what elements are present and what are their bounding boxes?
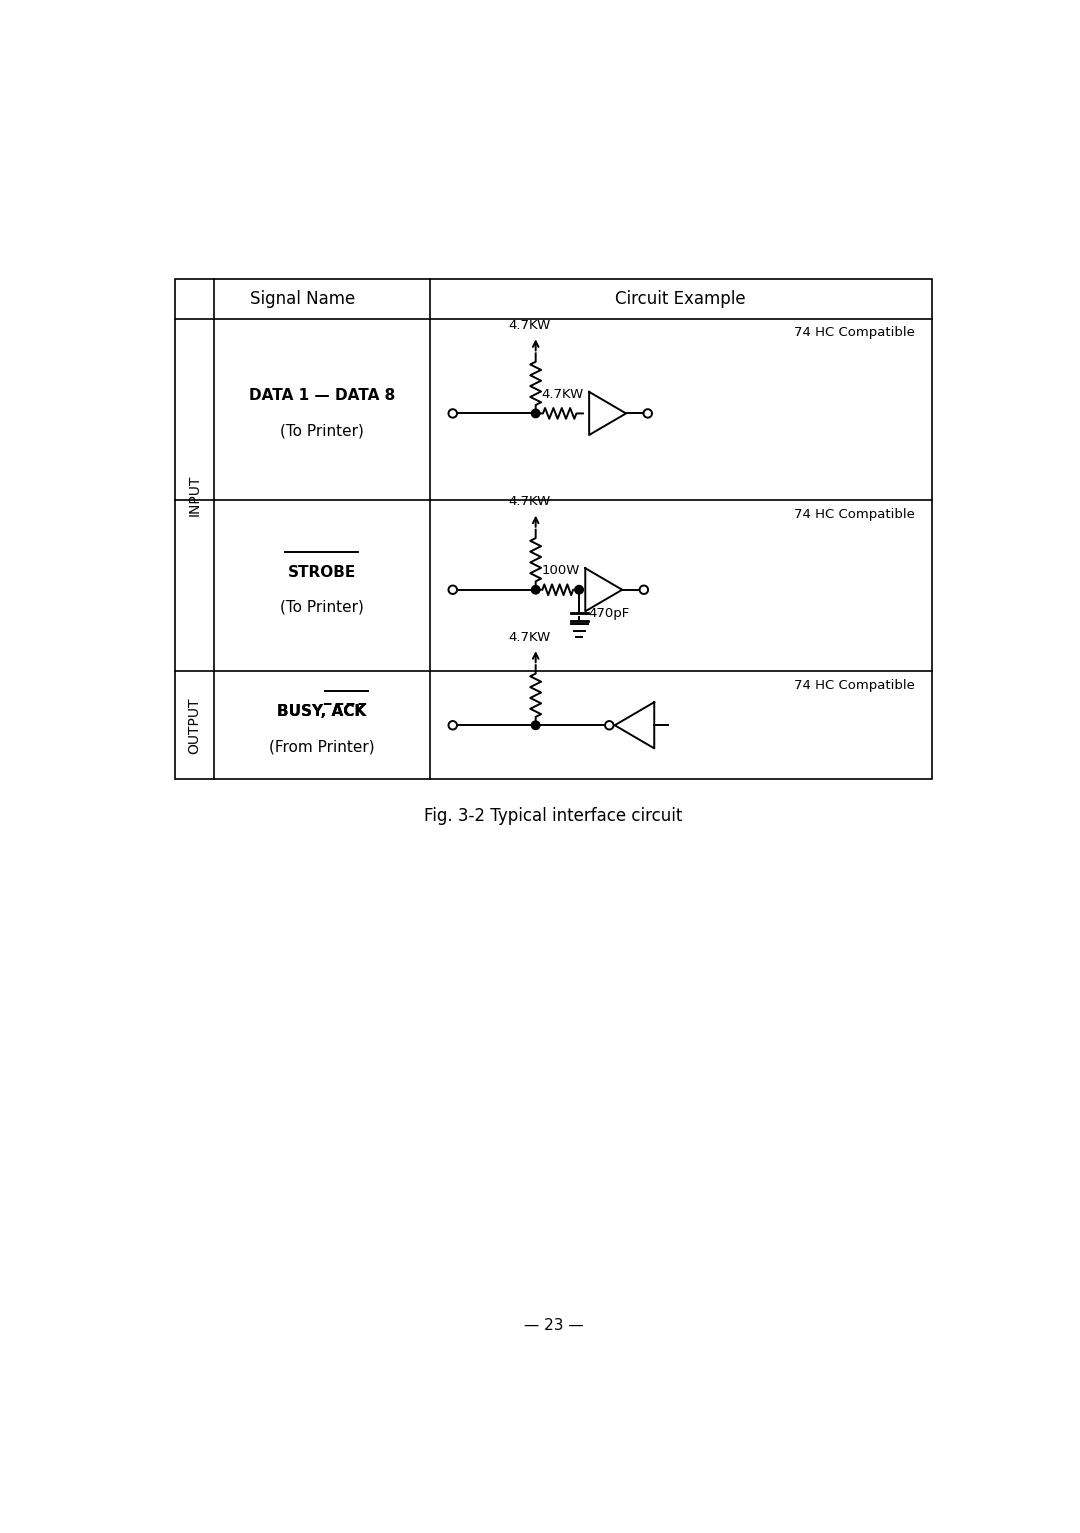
Text: Fig. 3-2 Typical interface circuit: Fig. 3-2 Typical interface circuit [424, 808, 683, 825]
Text: BUSY, ̅A̅C̅K̅: BUSY, ̅A̅C̅K̅ [278, 704, 366, 719]
Text: INPUT: INPUT [188, 474, 202, 515]
Text: DATA 1 — DATA 8: DATA 1 — DATA 8 [248, 388, 395, 403]
Circle shape [531, 409, 540, 417]
Text: 4.7KW: 4.7KW [509, 630, 551, 644]
Circle shape [531, 586, 540, 593]
Circle shape [448, 409, 457, 417]
Text: 74 HC Compatible: 74 HC Compatible [794, 507, 915, 521]
Text: (To Printer): (To Printer) [280, 423, 364, 438]
Text: 100W: 100W [542, 564, 580, 578]
Circle shape [639, 586, 648, 593]
Text: 74 HC Compatible: 74 HC Compatible [794, 327, 915, 339]
Text: (From Printer): (From Printer) [269, 739, 375, 754]
Text: — 23 —: — 23 — [524, 1318, 583, 1334]
Text: STROBE: STROBE [287, 564, 356, 579]
Circle shape [448, 586, 457, 593]
Text: OUTPUT: OUTPUT [188, 698, 202, 754]
Circle shape [644, 409, 652, 417]
Bar [175, 279, 932, 779]
Text: 4.7KW: 4.7KW [509, 319, 551, 331]
Text: 4.7KW: 4.7KW [541, 388, 583, 402]
Circle shape [575, 586, 583, 593]
Circle shape [448, 721, 457, 730]
Text: Circuit Example: Circuit Example [616, 290, 746, 308]
Text: BUSY, ACK: BUSY, ACK [278, 704, 366, 719]
Text: 74 HC Compatible: 74 HC Compatible [794, 679, 915, 691]
Circle shape [531, 721, 540, 730]
Text: 470pF: 470pF [589, 607, 630, 621]
Text: 4.7KW: 4.7KW [509, 495, 551, 507]
Circle shape [605, 721, 613, 730]
Text: Signal Name: Signal Name [249, 290, 355, 308]
Text: (To Printer): (To Printer) [280, 599, 364, 615]
